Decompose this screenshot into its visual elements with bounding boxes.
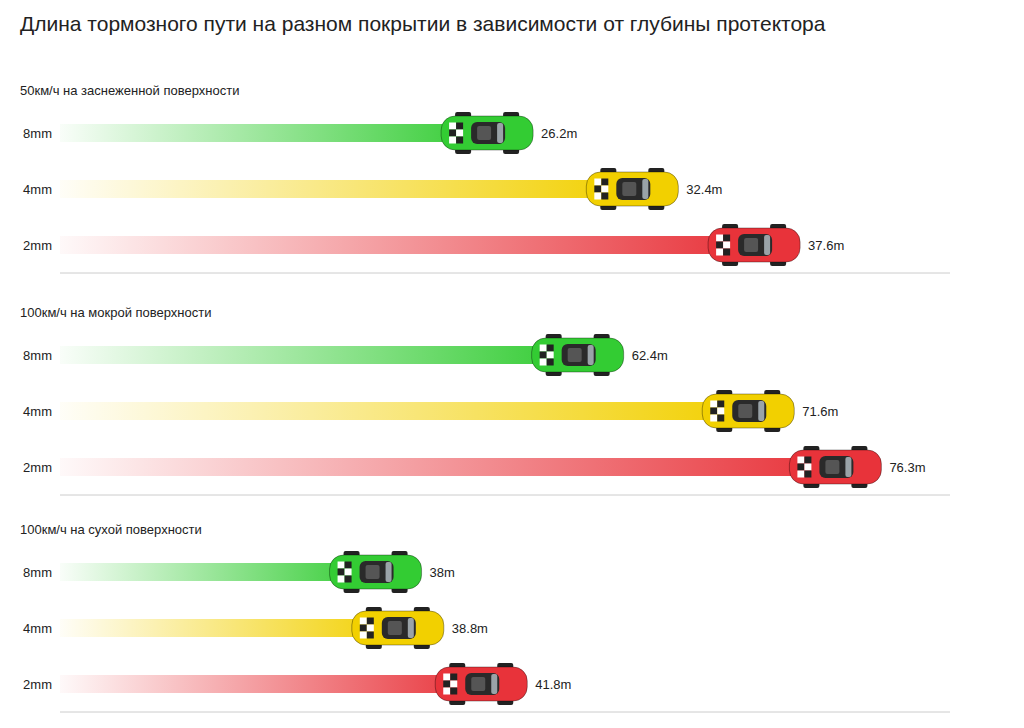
svg-text:38.8m: 38.8m [452, 621, 488, 636]
svg-text:8mm: 8mm [23, 126, 52, 141]
html-text:50км/ч на заснеженной поверхно: 50км/ч на заснеженной поверхности [20, 83, 240, 98]
svg-text:4mm: 4mm [23, 182, 52, 197]
html-text:100км/ч на мокрой поверхности: 100км/ч на мокрой поверхности [20, 305, 212, 320]
svg-text:62.4m: 62.4m [632, 348, 668, 363]
svg-text:41.8m: 41.8m [535, 677, 571, 692]
svg-text:26.2m: 26.2m [541, 126, 577, 141]
svg-text:4mm: 4mm [23, 404, 52, 419]
svg-text:2mm: 2mm [23, 238, 52, 253]
svg-text:71.6m: 71.6m [802, 404, 838, 419]
svg-text:38m: 38m [430, 565, 455, 580]
html-text:100км/ч на сухой поверхности: 100км/ч на сухой поверхности [20, 522, 202, 537]
svg-text:76.3m: 76.3m [889, 460, 925, 475]
svg-text:2mm: 2mm [23, 460, 52, 475]
svg-text:8mm: 8mm [23, 348, 52, 363]
svg-text:32.4m: 32.4m [686, 182, 722, 197]
svg-text:37.6m: 37.6m [808, 238, 844, 253]
svg-text:2mm: 2mm [23, 677, 52, 692]
html-text:Длина тормозного пути на разно: Длина тормозного пути на разном покрытии… [20, 12, 826, 35]
svg-text:8mm: 8mm [23, 565, 52, 580]
svg-text:4mm: 4mm [23, 621, 52, 636]
